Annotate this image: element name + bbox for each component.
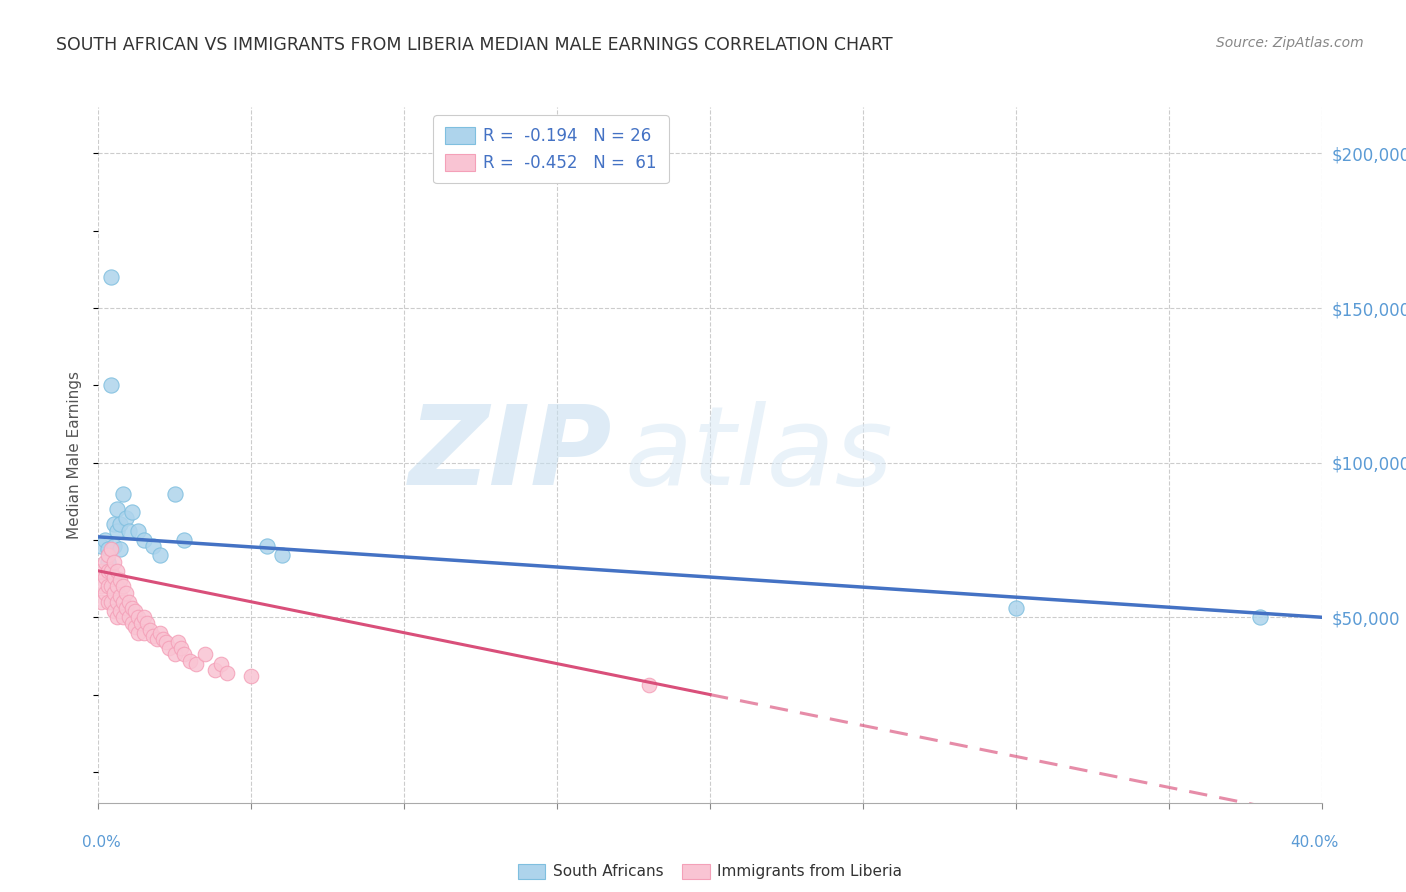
Point <box>170 641 193 656</box>
Point <box>100 378 122 392</box>
Point <box>97 595 120 609</box>
Point <box>186 657 208 671</box>
Point <box>1249 610 1271 624</box>
Point <box>103 539 125 553</box>
Point <box>97 542 120 557</box>
Point <box>105 610 128 624</box>
Point <box>121 505 143 519</box>
Point <box>108 542 131 557</box>
Text: SOUTH AFRICAN VS IMMIGRANTS FROM LIBERIA MEDIAN MALE EARNINGS CORRELATION CHART: SOUTH AFRICAN VS IMMIGRANTS FROM LIBERIA… <box>56 36 893 54</box>
Point <box>118 595 141 609</box>
Point <box>127 625 149 640</box>
Point <box>240 669 263 683</box>
Point <box>105 595 128 609</box>
Point <box>149 549 172 563</box>
Y-axis label: Median Male Earnings: Median Male Earnings <box>67 371 83 539</box>
Text: 40.0%: 40.0% <box>1291 836 1339 850</box>
Legend: South Africans, Immigrants from Liberia: South Africans, Immigrants from Liberia <box>512 857 908 886</box>
Point <box>111 610 134 624</box>
Point <box>157 641 180 656</box>
Point <box>108 573 131 587</box>
Point <box>121 616 143 631</box>
Point <box>97 549 120 563</box>
Point <box>173 648 195 662</box>
Point <box>111 486 134 500</box>
Point <box>270 549 292 563</box>
Point <box>215 665 238 680</box>
Point <box>105 524 128 538</box>
Point <box>105 579 128 593</box>
Point <box>142 539 165 553</box>
Point <box>209 657 232 671</box>
Point <box>204 663 226 677</box>
Point <box>194 648 217 662</box>
Point <box>100 595 122 609</box>
Point <box>108 589 131 603</box>
Point <box>103 517 125 532</box>
Point <box>118 610 141 624</box>
Point <box>93 585 115 599</box>
Point <box>115 585 138 599</box>
Point <box>93 555 115 569</box>
Point <box>90 579 112 593</box>
Point <box>103 604 125 618</box>
Point <box>97 564 120 578</box>
Point <box>179 654 201 668</box>
Point <box>103 555 125 569</box>
Point <box>173 533 195 547</box>
Point <box>136 616 159 631</box>
Point <box>90 564 112 578</box>
Point <box>100 270 122 285</box>
Point <box>108 517 131 532</box>
Point <box>163 648 186 662</box>
Point <box>129 616 152 631</box>
Point <box>118 524 141 538</box>
Point <box>100 579 122 593</box>
Point <box>111 579 134 593</box>
Point <box>142 629 165 643</box>
Point <box>134 610 156 624</box>
Point <box>155 635 177 649</box>
Text: Source: ZipAtlas.com: Source: ZipAtlas.com <box>1216 36 1364 50</box>
Point <box>124 604 146 618</box>
Point <box>127 524 149 538</box>
Point <box>93 570 115 584</box>
Point <box>108 604 131 618</box>
Point <box>1004 601 1026 615</box>
Text: ZIP: ZIP <box>409 401 612 508</box>
Point <box>145 632 167 646</box>
Point <box>134 533 156 547</box>
Text: atlas: atlas <box>624 401 893 508</box>
Point <box>121 601 143 615</box>
Point <box>100 542 122 557</box>
Point <box>111 595 134 609</box>
Point <box>139 623 162 637</box>
Point <box>152 632 174 646</box>
Point <box>103 585 125 599</box>
Point <box>115 511 138 525</box>
Point <box>149 625 172 640</box>
Point <box>115 601 138 615</box>
Point <box>90 595 112 609</box>
Point <box>127 610 149 624</box>
Point <box>105 502 128 516</box>
Point <box>124 619 146 633</box>
Point <box>256 539 278 553</box>
Point <box>134 625 156 640</box>
Point <box>103 570 125 584</box>
Point <box>97 555 120 569</box>
Point <box>167 635 190 649</box>
Point <box>105 564 128 578</box>
Point <box>90 539 112 553</box>
Point <box>93 533 115 547</box>
Point <box>97 579 120 593</box>
Text: 0.0%: 0.0% <box>82 836 121 850</box>
Point <box>100 564 122 578</box>
Point <box>163 486 186 500</box>
Point <box>637 678 661 692</box>
